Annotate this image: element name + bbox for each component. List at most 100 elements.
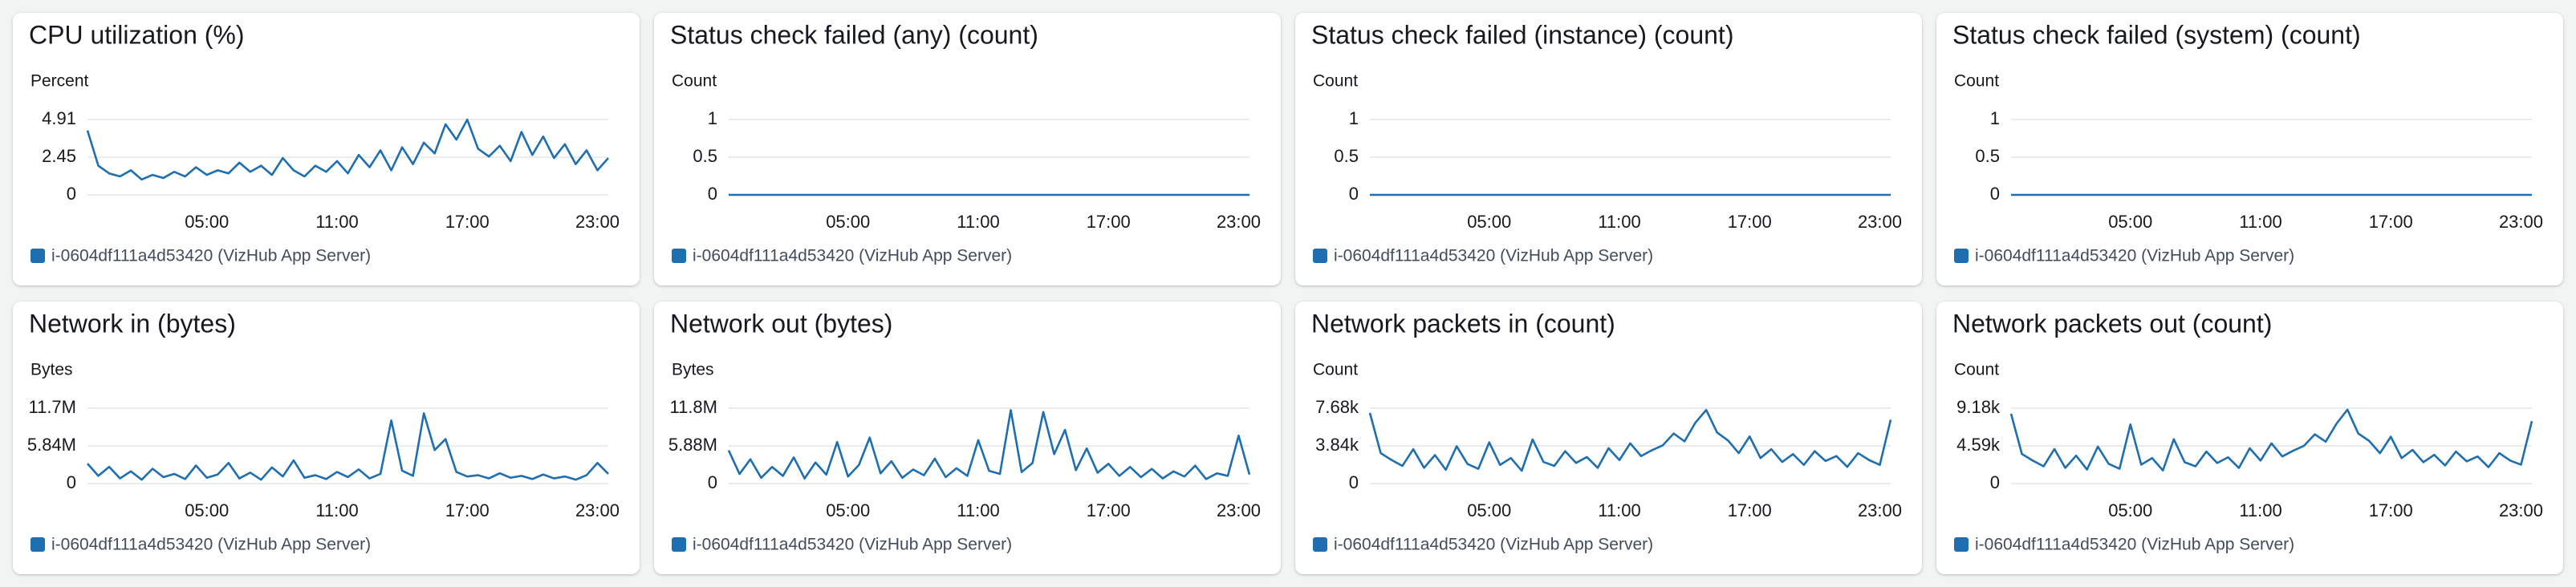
widget-title: Status check failed (instance) (count) (1311, 20, 1733, 49)
x-tick-label: 17:00 (445, 500, 490, 520)
data-line (87, 412, 609, 481)
widget-title: Network out (bytes) (670, 309, 892, 338)
legend-label: i-0604df111a4d53420 (VizHub App Server) (693, 247, 1012, 265)
x-tick-label: 05:00 (2108, 500, 2152, 520)
x-tick-label: 23:00 (1217, 500, 1261, 520)
y-tick-label: 0 (1990, 184, 2000, 204)
x-tick-label: 23:00 (1858, 500, 1902, 520)
widget-title: CPU utilization (%) (29, 20, 245, 49)
y-axis-label: Count (1313, 361, 1358, 379)
y-tick-label: 7.68k (1315, 397, 1359, 417)
y-tick-label: 5.84M (27, 435, 76, 455)
widget-chart: Network packets out (count) Count 0 4.59k 9.… (1952, 309, 2543, 553)
widget-chart: Network out (bytes) Bytes 0 5.88M 11.8M 05:00… (668, 309, 1261, 554)
legend-swatch (1313, 249, 1327, 263)
data-line (727, 409, 1251, 480)
y-axis-label: Count (1954, 72, 1999, 91)
x-tick-label: 11:00 (957, 212, 999, 232)
y-tick-label: 0 (708, 472, 717, 492)
legend-swatch (672, 249, 686, 263)
legend-swatch (1313, 537, 1327, 552)
data-line (1368, 408, 1892, 472)
widget-chart: CPU utilization (%) Percent 0 2.45 4.91 05:00… (29, 20, 620, 265)
widget-title: Status check failed (system) (count) (1952, 20, 2361, 49)
widget-panel: Network in (bytes) Bytes 0 5.84M 11.7M 05:00 1… (13, 302, 640, 574)
widget-title: Network packets in (count) (1311, 309, 1615, 338)
widget-title: Network in (bytes) (29, 309, 236, 338)
x-tick-label: 11:00 (2239, 212, 2281, 232)
x-tick-label: 11:00 (1598, 212, 1640, 232)
y-tick-label: 5.88M (668, 435, 717, 455)
x-tick-label: 05:00 (185, 500, 229, 520)
y-tick-label: 11.7M (28, 397, 76, 417)
widget-panel: Status check failed (system) (count) Coun… (1936, 13, 2563, 285)
x-tick-label: 17:00 (1087, 500, 1131, 520)
y-axis-label: Bytes (30, 361, 73, 379)
x-tick-label: 11:00 (315, 500, 358, 520)
y-tick-label: 9.18k (1956, 397, 2001, 417)
legend-label: i-0604df111a4d53420 (VizHub App Server) (1975, 247, 2294, 265)
widget-panel: Network packets out (count) Count 0 4.59k 9.… (1936, 302, 2563, 574)
x-tick-label: 11:00 (1598, 500, 1640, 520)
legend-swatch (30, 249, 45, 263)
y-tick-label: 0.5 (693, 146, 717, 166)
legend-label: i-0604df111a4d53420 (VizHub App Server) (51, 247, 371, 265)
x-tick-label: 17:00 (1728, 212, 1772, 232)
y-tick-label: 1 (1349, 108, 1359, 128)
x-tick-label: 17:00 (445, 212, 490, 232)
x-tick-label: 05:00 (185, 212, 229, 232)
x-tick-label: 23:00 (2499, 212, 2543, 232)
widget-panel: Status check failed (any) (count) Count 0 0… (654, 13, 1281, 285)
x-tick-label: 23:00 (575, 212, 620, 232)
x-tick-label: 17:00 (1087, 212, 1131, 232)
widget-chart: Network in (bytes) Bytes 0 5.84M 11.7M 05:00 1… (27, 309, 620, 554)
y-tick-label: 0 (1349, 472, 1359, 492)
y-axis-label: Percent (30, 72, 89, 91)
legend-label: i-0604df111a4d53420 (VizHub App Server) (51, 536, 371, 554)
y-axis-label: Count (1954, 361, 1999, 379)
y-tick-label: 2.45 (42, 146, 76, 166)
x-tick-label: 11:00 (957, 500, 999, 520)
y-tick-label: 0 (708, 184, 717, 204)
widget-panel: Network out (bytes) Bytes 0 5.88M 11.8M 05:00… (654, 302, 1281, 574)
legend-swatch (1954, 249, 1969, 263)
legend-label: i-0604df111a4d53420 (VizHub App Server) (1334, 247, 1653, 265)
y-tick-label: 0 (67, 472, 76, 492)
y-tick-label: 1 (708, 108, 717, 128)
data-line (86, 118, 609, 181)
x-tick-label: 17:00 (2369, 500, 2413, 520)
widget-chart: Status check failed (instance) (count) Co… (1311, 20, 1902, 265)
x-tick-label: 23:00 (1217, 212, 1261, 232)
x-tick-label: 17:00 (1728, 500, 1772, 520)
x-tick-label: 17:00 (2369, 212, 2413, 232)
y-tick-label: 0.5 (1975, 146, 2000, 166)
y-axis-label: Count (672, 72, 717, 91)
widget-chart: Status check failed (system) (count) Coun… (1952, 20, 2543, 265)
y-tick-label: 4.59k (1956, 435, 2001, 455)
x-tick-label: 23:00 (575, 500, 620, 520)
y-tick-label: 1 (1990, 108, 2000, 128)
legend-swatch (30, 537, 45, 552)
y-tick-label: 0.5 (1334, 146, 1359, 166)
widget-panel: Network packets in (count) Count 0 3.84k 7.6… (1295, 302, 1922, 574)
y-axis-label: Count (1313, 72, 1358, 91)
widget-chart: Status check failed (any) (count) Count 0 0… (670, 20, 1261, 265)
widget-title: Status check failed (any) (count) (670, 20, 1038, 49)
legend-label: i-0604df111a4d53420 (VizHub App Server) (693, 536, 1012, 554)
x-tick-label: 05:00 (826, 212, 870, 232)
legend-label: i-0604df111a4d53420 (VizHub App Server) (1334, 536, 1653, 554)
x-tick-label: 05:00 (826, 500, 870, 520)
y-tick-label: 11.8M (669, 397, 717, 417)
x-tick-label: 05:00 (1467, 212, 1511, 232)
x-tick-label: 11:00 (315, 212, 358, 232)
x-tick-label: 05:00 (1467, 500, 1511, 520)
x-tick-label: 05:00 (2108, 212, 2152, 232)
y-tick-label: 0 (1990, 472, 2000, 492)
x-tick-label: 23:00 (1858, 212, 1902, 232)
widget-panel: CPU utilization (%) Percent 0 2.45 4.91 05:00… (13, 13, 640, 285)
legend-swatch (1954, 537, 1969, 552)
legend-swatch (672, 537, 686, 552)
data-line (2009, 408, 2533, 472)
y-tick-label: 0 (67, 184, 76, 204)
